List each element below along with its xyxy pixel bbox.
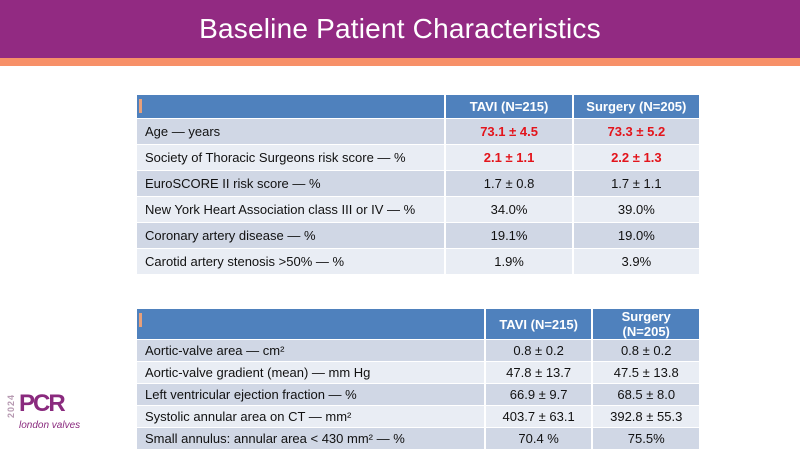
tavi-value: 73.1 ± 4.5 [446, 119, 572, 144]
tavi-value: 2.1 ± 1.1 [446, 145, 572, 170]
tavi-value: 66.9 ± 9.7 [485, 384, 592, 405]
row-label: Small annulus: annular area < 430 mm² — … [137, 428, 484, 449]
row-label: New York Heart Association class III or … [137, 197, 445, 222]
header-surgery: Surgery (N=205) [573, 95, 699, 118]
table-header: TAVI (N=215) Surgery (N=205) [137, 95, 699, 118]
header-surgery: Surgery (N=205) [593, 309, 699, 339]
title-bar: Baseline Patient Characteristics [0, 0, 800, 58]
accent-stripe [0, 58, 800, 66]
row-label: Left ventricular ejection fraction — % [137, 384, 484, 405]
surgery-value: 68.5 ± 8.0 [593, 384, 699, 405]
table-row: Aortic-valve gradient (mean) — mm Hg 47.8… [137, 362, 699, 383]
row-label: EuroSCORE II risk score — % [137, 171, 445, 196]
table-row: EuroSCORE II risk score — % 1.7 ± 0.8 1.7 … [137, 171, 699, 196]
echo-ct-characteristics-table: TAVI (N=215) Surgery (N=205) Aortic-valv… [135, 308, 701, 450]
table-row: Left ventricular ejection fraction — % 66… [137, 384, 699, 405]
surgery-value: 47.5 ± 13.8 [593, 362, 699, 383]
header-label [137, 95, 445, 118]
surgery-value: 3.9% [573, 249, 699, 274]
row-label: Age — years [137, 119, 445, 144]
surgery-value: 75.5% [593, 428, 699, 449]
table-row: Carotid artery stenosis >50% — % 1.9% 3.9% [137, 249, 699, 274]
tavi-value: 70.4 % [485, 428, 592, 449]
header-tavi: TAVI (N=215) [485, 309, 592, 339]
baseline-characteristics-table: TAVI (N=215) Surgery (N=205) Age — years… [135, 94, 701, 275]
tavi-value: 19.1% [446, 223, 572, 248]
logo-year: 2024 [6, 394, 16, 419]
surgery-value: 2.2 ± 1.3 [573, 145, 699, 170]
row-label: Coronary artery disease — % [137, 223, 445, 248]
row-label: Carotid artery stenosis >50% — % [137, 249, 445, 274]
header-label [137, 309, 484, 339]
tavi-value: 1.9% [446, 249, 572, 274]
surgery-value: 19.0% [573, 223, 699, 248]
surgery-value: 0.8 ± 0.2 [593, 340, 699, 361]
tavi-value: 403.7 ± 63.1 [485, 406, 592, 427]
tavi-value: 1.7 ± 0.8 [446, 171, 572, 196]
surgery-value: 73.3 ± 5.2 [573, 119, 699, 144]
header-tavi: TAVI (N=215) [446, 95, 572, 118]
tavi-value: 0.8 ± 0.2 [485, 340, 592, 361]
logo-brand: PCR [19, 390, 66, 417]
tavi-value: 47.8 ± 13.7 [485, 362, 592, 383]
table-row: Society of Thoracic Surgeons risk score … [137, 145, 699, 170]
tavi-value: 34.0% [446, 197, 572, 222]
table-row: New York Heart Association class III or … [137, 197, 699, 222]
surgery-value: 39.0% [573, 197, 699, 222]
row-label: Aortic-valve area — cm² [137, 340, 484, 361]
slide-title: Baseline Patient Characteristics [199, 13, 601, 44]
logo-subtitle: london valves [19, 420, 81, 431]
row-label: Society of Thoracic Surgeons risk score … [137, 145, 445, 170]
pcr-london-valves-logo: 2024 PCR london valves [6, 390, 96, 440]
table-row: Aortic-valve area — cm² 0.8 ± 0.2 0.8 ± 0.… [137, 340, 699, 361]
table-row: Systolic annular area on CT — mm² 403.7 ±… [137, 406, 699, 427]
table-header: TAVI (N=215) Surgery (N=205) [137, 309, 699, 339]
row-label: Aortic-valve gradient (mean) — mm Hg [137, 362, 484, 383]
table-row: Age — years 73.1 ± 4.5 73.3 ± 5.2 [137, 119, 699, 144]
row-label: Systolic annular area on CT — mm² [137, 406, 484, 427]
table-row: Coronary artery disease — % 19.1% 19.0% [137, 223, 699, 248]
table-row: Small annulus: annular area < 430 mm² — … [137, 428, 699, 449]
surgery-value: 392.8 ± 55.3 [593, 406, 699, 427]
surgery-value: 1.7 ± 1.1 [573, 171, 699, 196]
